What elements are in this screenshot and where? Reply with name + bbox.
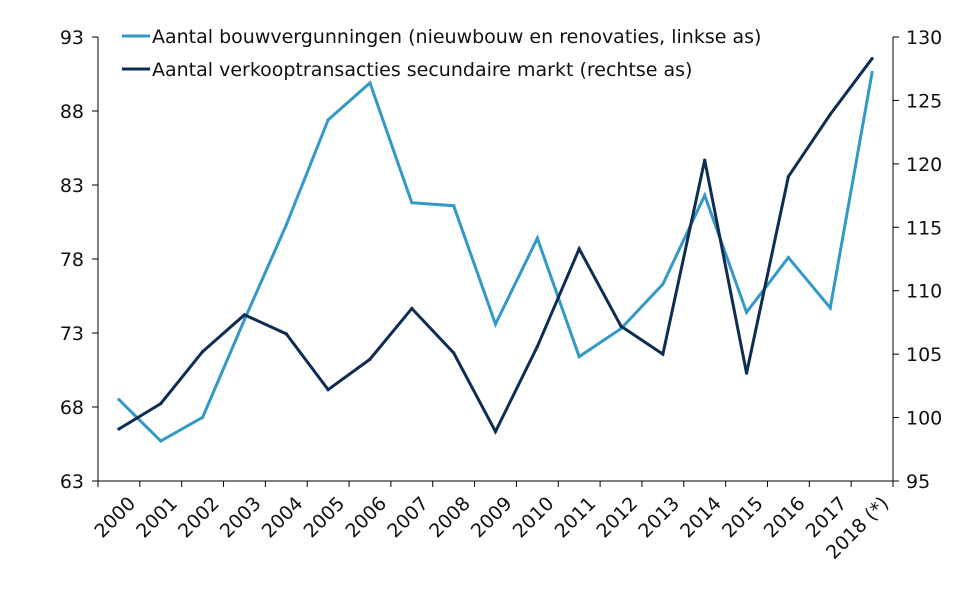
series-1-point [368,357,372,361]
series-0-point [828,306,832,310]
series-0-point [452,204,456,208]
series-1-point [870,56,874,61]
x-tick-label: 2003 [216,493,266,543]
series-1-point [703,158,707,162]
series-1-point [744,371,749,375]
right-y-tick-label: 115 [906,217,942,239]
series-0-point [326,118,330,122]
x-tick-label: 2014 [676,493,726,543]
series-1-point [535,344,539,349]
series-line-0 [117,72,874,443]
series-0-point [201,415,205,419]
series-0-point [703,193,707,197]
series-0-point [117,398,121,402]
right-y-tick-label: 120 [906,154,942,176]
legend-label-transactions: Aantal verkooptransacties secundaire mar… [152,59,692,81]
right-y-tick-label: 130 [906,27,942,49]
left-y-tick-label: 68 [60,397,84,419]
series-1-point [786,174,790,179]
left-y-tick-label: 93 [60,27,84,49]
legend-item-permits: Aantal bouwvergunningen (nieuwbouw en re… [122,26,761,48]
series-1-point [493,429,498,434]
series-lines [117,56,874,443]
right-y-axis-ticks: 95 100 105 110 115 120 125 130 [893,27,942,493]
x-tick-label: 2000 [90,493,140,543]
left-y-tick-label: 78 [60,249,84,271]
series-1-point [661,352,665,356]
left-y-tick-label: 83 [60,175,84,197]
axes [97,37,894,482]
x-tick-label: 2011 [551,493,601,543]
series-0-point [870,70,874,75]
series-0-point [786,255,790,260]
x-tick-label: 2006 [341,493,391,543]
legend-item-transactions: Aantal verkooptransacties secundaire mar… [122,59,692,81]
series-1-point [117,427,121,431]
x-tick-label: 2001 [132,493,182,543]
series-1-point [410,306,414,311]
series-line-1 [118,57,874,435]
series-1-point [828,112,832,116]
series-0-point [661,282,665,286]
series-1-point [242,313,247,317]
series-0-point [493,322,498,326]
x-tick-label: 2008 [425,493,475,543]
left-y-tick-label: 88 [60,101,84,123]
x-tick-label: 2007 [383,493,433,543]
series-1-point [326,388,330,392]
x-tick-label: 2009 [467,493,517,543]
x-tick-label: 2004 [258,493,308,543]
series-0-point [744,310,749,314]
x-tick-label: 2013 [634,493,684,543]
left-y-tick-label: 63 [60,471,84,493]
series-1-point [201,350,205,354]
series-1-point [159,402,163,406]
left-y-tick-label: 73 [60,323,84,345]
series-1-point [577,247,581,251]
right-y-tick-label: 125 [906,90,942,112]
legend-label-permits: Aantal bouwvergunningen (nieuwbouw en re… [152,26,761,48]
x-tick-label: 2005 [300,493,350,543]
series-0-point [242,318,247,322]
x-tick-label: 2016 [760,493,810,543]
right-y-tick-label: 100 [906,408,942,430]
x-tick-label: 2010 [509,493,559,543]
right-y-tick-label: 95 [906,471,930,493]
series-1-point [452,351,456,355]
x-tick-label: 2012 [592,493,642,543]
right-y-tick-label: 110 [906,281,942,303]
x-tick-label: 2002 [174,493,224,543]
legend: Aantal bouwvergunningen (nieuwbouw en re… [122,26,761,81]
x-axis-ticks: 2000200120022003200420052006200720082009… [90,481,894,564]
series-0-point [577,355,581,359]
series-0-point [410,201,414,205]
series-0-point [284,223,288,227]
x-tick-label: 2015 [718,493,768,543]
series-0-point [535,236,539,240]
series-0-point [368,81,372,85]
series-1-point [284,332,288,336]
series-1-point [619,324,623,328]
left-y-axis-ticks: 63 68 73 78 83 88 93 [60,27,98,493]
series-0-point [159,439,163,443]
right-y-tick-label: 105 [906,344,942,366]
